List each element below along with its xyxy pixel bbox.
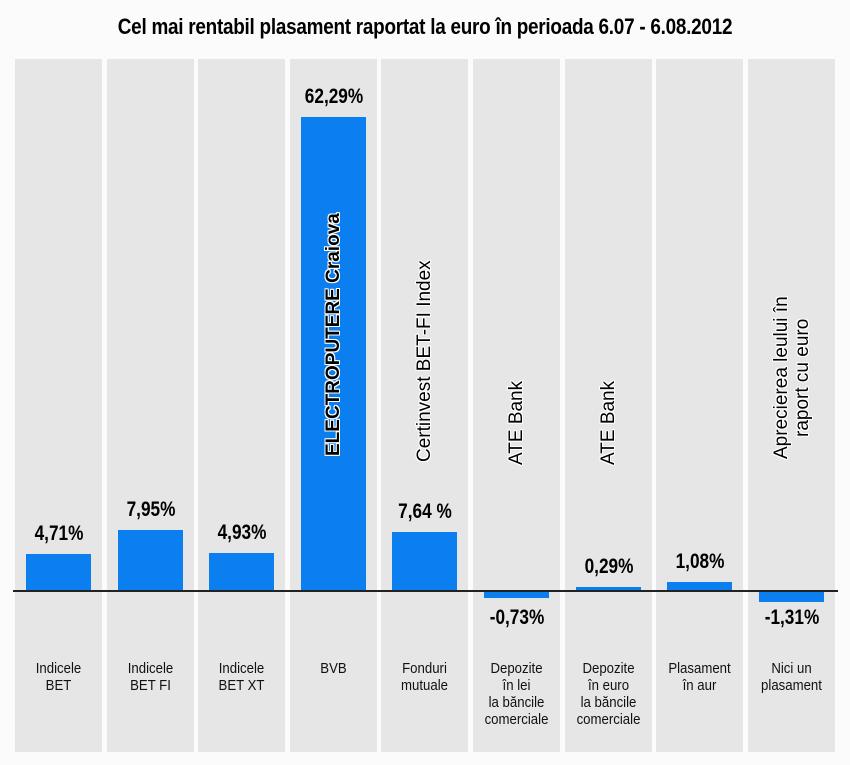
- category-label: Plasament în aur: [668, 660, 731, 694]
- bar: [209, 553, 274, 590]
- category-column: [565, 59, 652, 752]
- category-label: Indicele BET: [35, 660, 82, 694]
- data-label: 4,93%: [217, 521, 266, 544]
- bar: [118, 530, 183, 590]
- category-column: [748, 59, 835, 752]
- category-column: [656, 59, 743, 752]
- zero-axis-line: [13, 590, 838, 592]
- chart-title: Cel mai rentabil plasament raportat la e…: [117, 14, 733, 39]
- category-label: Indicele BET FI: [127, 660, 174, 694]
- category-label: Fonduri mutuale: [401, 660, 448, 694]
- category-label: Indicele BET XT: [218, 660, 265, 694]
- category-column: [15, 59, 102, 752]
- bar: [301, 117, 366, 590]
- category-column: [473, 59, 560, 752]
- data-label: 0,29%: [584, 555, 633, 578]
- data-label: -0,73%: [489, 606, 544, 629]
- bar: [392, 532, 457, 590]
- category-column: [107, 59, 194, 752]
- data-label: 7,95%: [126, 498, 175, 521]
- bar-annotation: ATE Bank: [598, 380, 619, 465]
- bar-annotation: ATE Bank: [506, 380, 527, 465]
- category-label: Nici un plasament: [761, 660, 822, 694]
- bar-annotation: Aprecierea leului în raport cu euro: [771, 296, 813, 460]
- category-label: Depozite în euro la băncile comerciale: [576, 660, 641, 728]
- bar: [759, 592, 824, 602]
- data-label: 7,64 %: [397, 500, 452, 523]
- bar-annotation: ELECTROPUTERE Craiova: [323, 213, 344, 457]
- bar-annotation: Certinvest BET-FI Index: [414, 260, 435, 462]
- data-label: 1,08%: [675, 550, 724, 573]
- category-label: BVB: [320, 660, 347, 677]
- category-column: [198, 59, 285, 752]
- category-column: [381, 59, 468, 752]
- bar: [576, 587, 641, 590]
- bar: [667, 582, 732, 590]
- data-label: 62,29%: [304, 85, 363, 108]
- bar: [26, 554, 91, 590]
- data-label: -1,31%: [764, 606, 819, 629]
- data-label: 4,71%: [34, 522, 83, 545]
- bar: [484, 592, 549, 598]
- category-label: Depozite în lei la băncile comerciale: [484, 660, 549, 728]
